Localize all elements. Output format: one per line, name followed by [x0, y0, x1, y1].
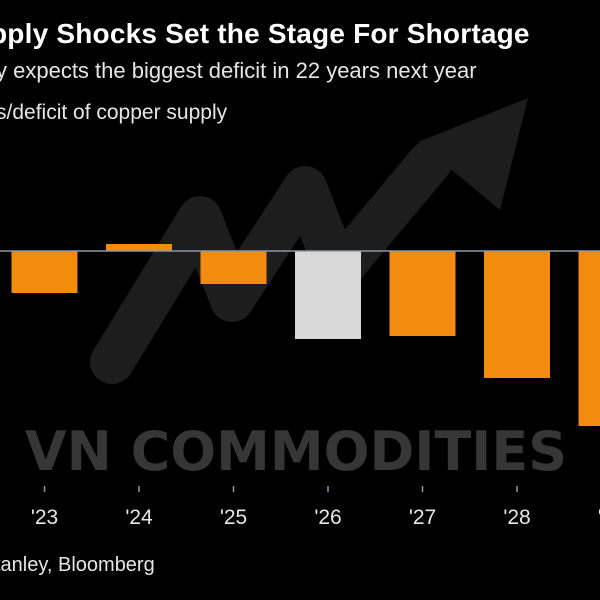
bar-7	[578, 251, 600, 426]
chart-subtitle: y expects the biggest deficit in 22 year…	[0, 58, 477, 83]
x-tick-label-2: '24	[125, 506, 153, 529]
watermark-arrowhead	[418, 98, 528, 210]
x-tick-label-7: '29	[598, 506, 600, 529]
chart-title: pply Shocks Set the Stage For Shortage	[0, 18, 530, 49]
watermark-stroke	[90, 140, 452, 384]
bar-1	[11, 251, 78, 293]
x-tick-label-5: '27	[409, 506, 436, 529]
bar-2	[106, 244, 172, 251]
bar-6	[484, 251, 550, 378]
watermark-text: VN COMMODITIES	[25, 420, 567, 483]
x-tick-label-3: '25	[220, 506, 247, 529]
x-tick-label-1: '23	[31, 506, 58, 529]
x-tick-label-4: '26	[314, 506, 341, 529]
y-axis-label: s/deficit of copper supply	[0, 101, 228, 124]
bar-5	[389, 251, 456, 336]
bar-4	[295, 251, 361, 339]
source-note: tanley, Bloomberg	[0, 554, 155, 576]
bar-3	[200, 251, 267, 284]
x-tick-label-6: '28	[503, 506, 530, 529]
